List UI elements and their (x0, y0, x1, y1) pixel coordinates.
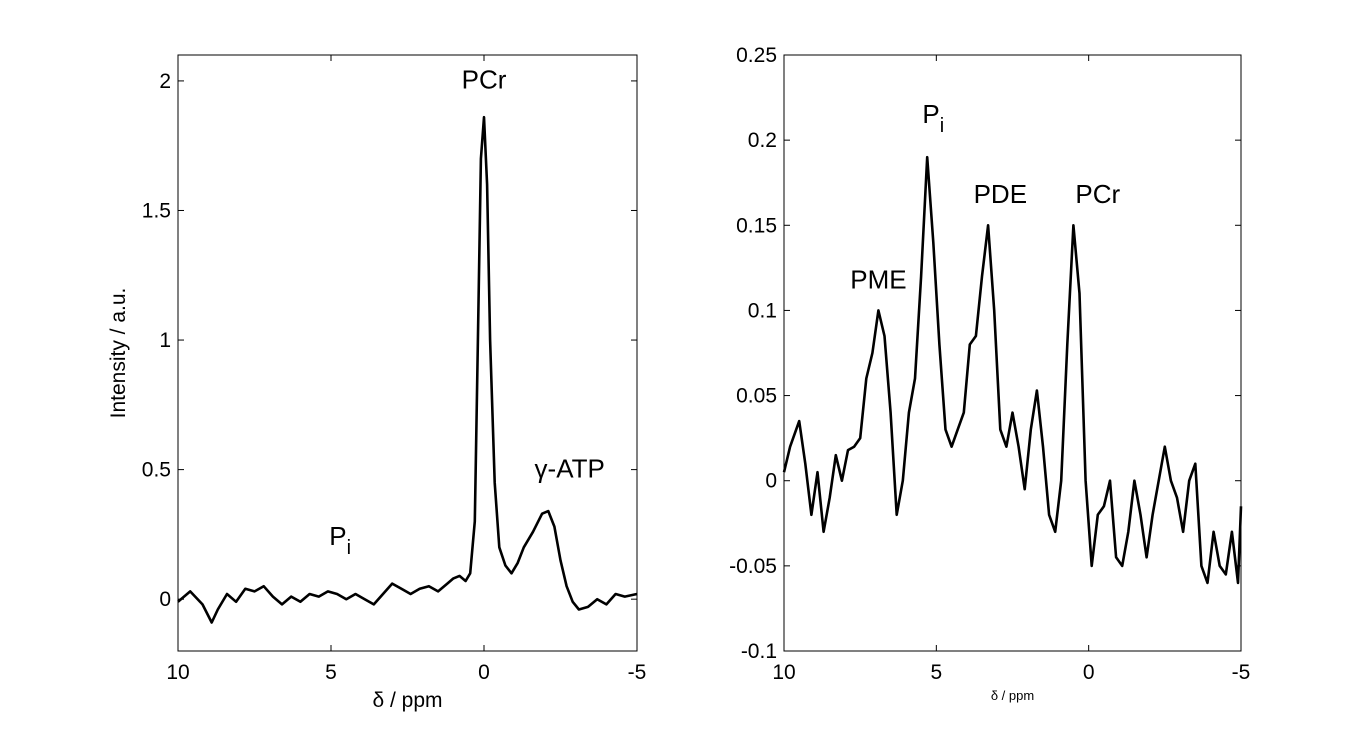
chart-0-x-tick-label: 0 (478, 661, 490, 684)
chart-0-x-tick-label: 5 (325, 661, 337, 684)
chart-1-y-tick-label: 0 (765, 470, 777, 493)
chart-1-x-tick-label: -5 (1232, 661, 1251, 684)
chart-0-peak-label: γ-ATP (535, 453, 605, 483)
chart-1-peak-label: PME (850, 264, 906, 294)
chart-0-x-tick-label: 10 (166, 661, 189, 684)
chart-0-series-line (177, 115, 638, 624)
chart-0-x-tick-label: -5 (628, 661, 647, 684)
chart-0-x-axis-label: δ / ppm (372, 689, 442, 712)
chart-1-y-tick-label: 0.15 (736, 214, 777, 237)
peak-label-subscript: i (347, 537, 351, 559)
right-plot: 10 5 0 -5 -0.1 -0.05 0 0.05 0.1 0.15 0.2 0.25 δ / pp… (729, 44, 1250, 703)
peak-label-subscript: i (940, 115, 944, 137)
left-plot: 10 5 0 -5 0 0.5 1 1.5 2 δ / ppm Intensity / a.u. PC… (107, 54, 647, 712)
chart-0-y-tick-label: 0.5 (142, 459, 171, 482)
chart-0-y-tick-label: 1 (159, 329, 171, 352)
chart-1-x-tick-label: 5 (930, 661, 942, 684)
chart-0-y-tick-label: 1.5 (142, 199, 171, 222)
chart-1-y-tick-label: 0.2 (748, 129, 777, 152)
chart-1-x-tick-label: 0 (1083, 661, 1095, 684)
chart-0-y-tick-label: 2 (159, 70, 171, 93)
chart-0-y-axis-label: Intensity / a.u. (107, 288, 130, 419)
chart-1-y-tick-label: 0.05 (736, 385, 777, 408)
chart-1-y-tick-label: 0.1 (748, 299, 777, 322)
chart-1-axes-box (783, 54, 1242, 652)
chart-1-x-axis-label: δ / ppm (991, 688, 1034, 703)
chart-1-y-tick-label: -0.05 (729, 555, 777, 578)
chart-0-y-tick-label: 0 (159, 588, 171, 611)
chart-1-peak-label: Pi (922, 99, 944, 137)
chart-0-peak-label: PCr (462, 65, 507, 95)
chart-1-peak-label: PCr (1075, 179, 1120, 209)
chart-1-x-tick-label: 10 (772, 661, 795, 684)
chart-1-series-line (782, 155, 1243, 585)
chart-1-y-tick-label: -0.1 (741, 640, 777, 663)
chart-0-peak-label: Pi (329, 521, 351, 559)
chart-1-y-tick-label: 0.25 (736, 44, 777, 67)
chart-0-axes-box (177, 54, 638, 652)
chart-1-peak-label: PDE (974, 179, 1027, 209)
